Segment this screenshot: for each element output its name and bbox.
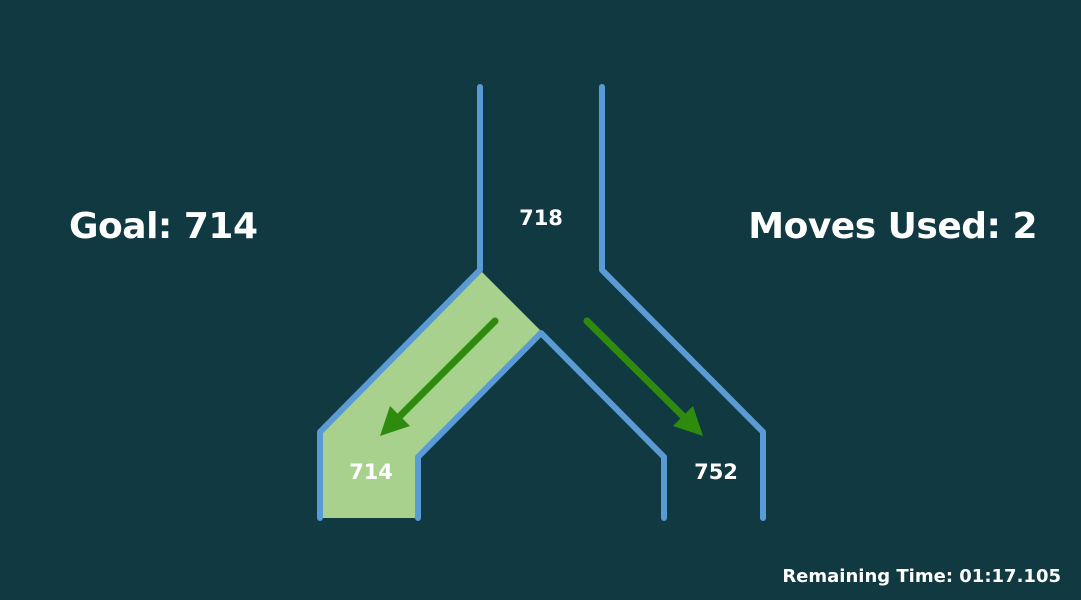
left-arrow-head: [380, 406, 410, 436]
left-value: 714: [349, 460, 393, 484]
outer-right-wall: [599, 84, 766, 521]
outer-left-wall: [317, 84, 483, 521]
left-arrow-icon: [391, 317, 499, 425]
inner-divider-wall: [415, 330, 667, 521]
goal-label: Goal: 714: [69, 206, 258, 247]
root-value: 718: [519, 206, 563, 230]
right-arrow-head: [673, 406, 703, 436]
moves-used-label: Moves Used: 2: [748, 206, 1037, 247]
right-arrow-icon: [583, 317, 692, 425]
left-branch-button[interactable]: [380, 317, 499, 436]
right-branch-button[interactable]: [583, 317, 703, 436]
right-value: 752: [694, 460, 738, 484]
remaining-time-label: Remaining Time: 01:17.105: [782, 566, 1061, 587]
